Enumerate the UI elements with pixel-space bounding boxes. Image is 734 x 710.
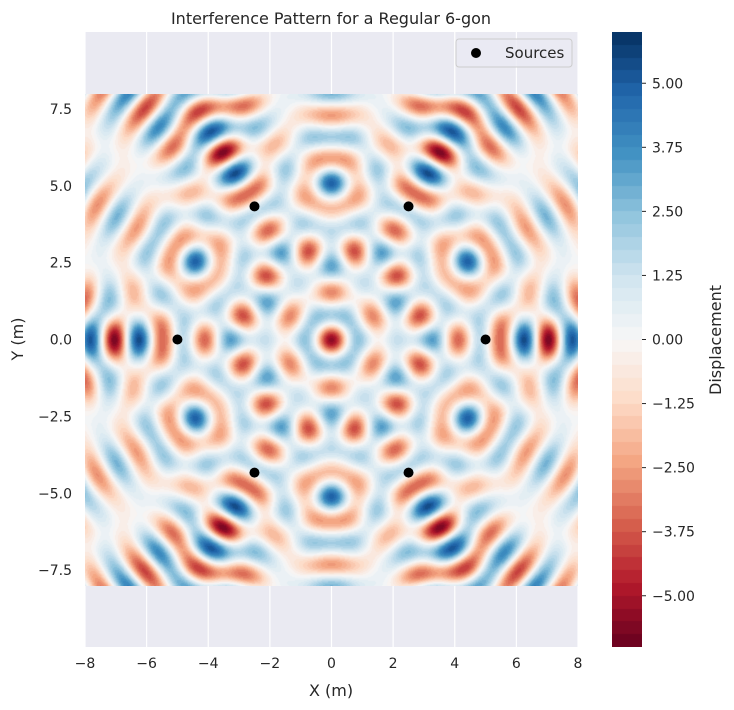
colorbar-tick-label: 3.75 (652, 140, 683, 156)
colorbar-tick-label: −1.25 (652, 397, 695, 413)
x-tick-label: −4 (198, 656, 219, 672)
chart-title: Interference Pattern for a Regular 6-gon (171, 9, 491, 28)
x-tick-label: 8 (574, 656, 583, 672)
x-tick-label: 4 (450, 656, 459, 672)
legend-source-label: Sources (505, 44, 565, 62)
colorbar-tick-label: 1.25 (652, 268, 683, 284)
source-point-1 (403, 201, 414, 212)
colorbar-gradient (612, 32, 642, 647)
x-tick-label: 2 (389, 656, 398, 672)
x-tick-label: −6 (136, 656, 157, 672)
source-point-5 (403, 467, 414, 478)
y-tick-label: 0.0 (50, 333, 72, 349)
y-axis-label: Y (m) (8, 318, 27, 362)
colorbar-tick-label: −3.75 (652, 525, 695, 541)
x-tick-label: −2 (260, 656, 281, 672)
x-tick-label: 6 (512, 656, 521, 672)
y-tick-label: −5.0 (38, 486, 72, 502)
source-point-4 (249, 467, 260, 478)
legend-source-marker (471, 48, 481, 58)
heatmap-field (85, 94, 578, 586)
y-tick-label: 5.0 (50, 179, 72, 195)
legend: Sources (455, 38, 573, 68)
y-tick-label: 7.5 (50, 102, 72, 118)
colorbar-tick-label: 0.00 (652, 333, 683, 349)
x-tick-label: −8 (75, 656, 96, 672)
colorbar-tick-label: −5.00 (652, 589, 695, 605)
axes: −8 −6 −4 −2 0 2 4 6 8 −7.5 −5.0 −2.5 0.0 2.5 5.0 7.5 −5.… (38, 76, 695, 672)
source-point-0 (480, 334, 491, 345)
y-tick-label: −2.5 (38, 409, 72, 425)
source-markers (172, 201, 491, 478)
colorbar-tick-label: −2.50 (652, 461, 695, 477)
source-point-2 (249, 201, 260, 212)
colorbar-tick-label: 2.50 (652, 204, 683, 220)
x-tick-label: 0 (327, 656, 336, 672)
colorbar-tick-label: 5.00 (652, 76, 683, 92)
source-point-3 (172, 334, 183, 345)
x-axis-label: X (m) (309, 681, 353, 700)
y-tick-label: −7.5 (38, 563, 72, 579)
colorbar-label: Displacement (706, 285, 725, 395)
legend-box (455, 38, 573, 68)
y-tick-label: 2.5 (50, 256, 72, 272)
